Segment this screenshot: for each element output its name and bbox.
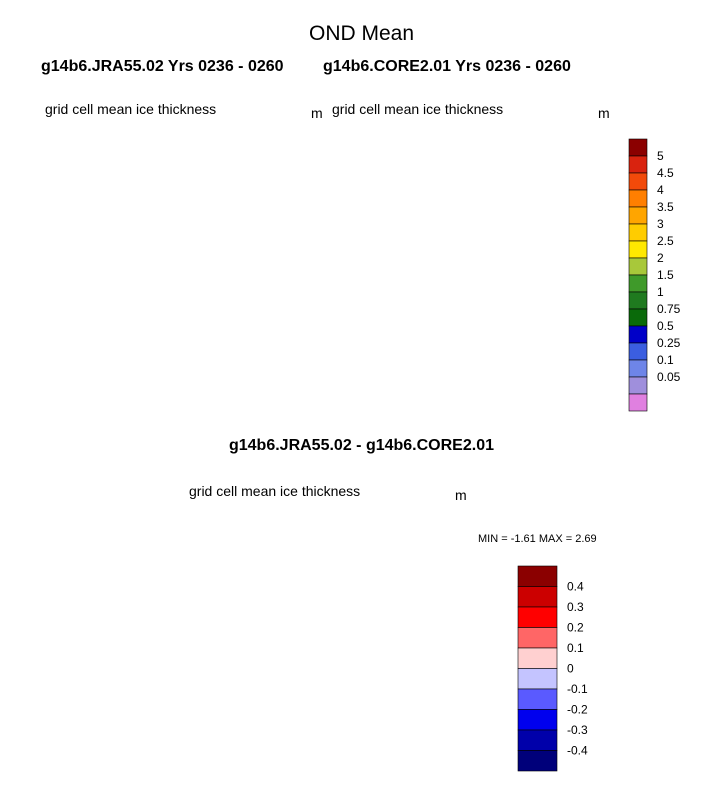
thickness-colorbar-label-2: 4 [657,183,664,197]
thickness-colorbar-label-5: 2.5 [657,234,674,248]
thickness-colorbar-swatch-3 [628,189,648,208]
thickness-colorbar-swatch-14 [628,376,648,395]
map-panel-difference [201,523,461,784]
thickness-colorbar-swatch-0 [628,138,648,157]
map-panel-core2 [336,140,596,401]
thickness-colorbar: 5 4.5 4 3.5 3 2.5 2 1.5 1 0.75 0.5 0.25 0.1 0.05 [628,138,681,412]
thickness-colorbar-swatch-13 [628,359,648,378]
thickness-colorbar-label-12: 0.1 [657,353,674,367]
thickness-colorbar-label-7: 1.5 [657,268,674,282]
thickness-colorbar-swatch-12 [628,342,648,361]
panel-diff-unit: m [455,487,467,503]
difference-colorbar-swatch-2 [517,606,558,628]
thickness-colorbar-swatch-15 [628,393,648,412]
run-b-title: g14b6.CORE2.01 Yrs 0236 - 0260 [323,58,571,75]
thickness-colorbar-label-13: 0.05 [657,370,681,384]
panel-diff-field-label: grid cell mean ice thickness [189,483,361,499]
difference-colorbar-swatch-3 [517,627,558,649]
difference-colorbar-label-7: -0.3 [567,723,588,737]
thickness-colorbar-swatch-10 [628,308,648,327]
thickness-colorbar-label-8: 1 [657,285,664,299]
difference-colorbar-swatch-6 [517,688,558,710]
run-a-title: g14b6.JRA55.02 Yrs 0236 - 0260 [41,58,284,75]
thickness-colorbar-swatch-1 [628,155,648,174]
thickness-colorbar-label-0: 5 [657,149,664,163]
thickness-colorbar-label-6: 2 [657,251,664,265]
figure-title: OND Mean [308,22,415,45]
difference-colorbar-swatch-9 [517,750,558,772]
difference-colorbar-swatch-5 [517,668,558,690]
thickness-colorbar-label-11: 0.25 [657,336,681,350]
diff-min-max: MIN = -1.61 MAX = 2.69 [478,533,597,545]
difference-colorbar-swatch-8 [517,729,558,751]
panel-a-unit: m [311,105,323,121]
difference-colorbar-label-0: 0.4 [567,580,584,594]
thickness-colorbar-label-9: 0.75 [657,302,681,316]
thickness-colorbar-swatch-8 [628,274,648,293]
map-panel-jra55 [48,140,308,401]
thickness-colorbar-label-4: 3 [657,217,664,231]
thickness-colorbar-swatch-11 [628,325,648,344]
thickness-colorbar-label-1: 4.5 [657,166,674,180]
thickness-colorbar-swatch-9 [628,291,648,310]
difference-colorbar-swatch-1 [517,586,558,608]
difference-colorbar-swatch-4 [517,647,558,669]
thickness-colorbar-label-3: 3.5 [657,200,674,214]
thickness-colorbar-swatch-7 [628,257,648,276]
difference-colorbar-label-2: 0.2 [567,621,584,635]
panel-b-unit: m [598,105,610,121]
difference-colorbar-label-6: -0.2 [567,703,588,717]
difference-colorbar-label-3: 0.1 [567,641,584,655]
panel-b-field-label: grid cell mean ice thickness [332,101,504,117]
difference-colorbar-label-1: 0.3 [567,600,584,614]
difference-colorbar-label-8: -0.4 [567,744,588,758]
thickness-colorbar-swatch-5 [628,223,648,242]
difference-colorbar-swatch-7 [517,709,558,731]
thickness-colorbar-swatch-6 [628,240,648,259]
panel-a-field-label: grid cell mean ice thickness [45,101,217,117]
thickness-colorbar-label-10: 0.5 [657,319,674,333]
thickness-colorbar-swatch-4 [628,206,648,225]
difference-colorbar-swatch-0 [517,565,558,587]
difference-title: g14b6.JRA55.02 - g14b6.CORE2.01 [228,437,494,454]
thickness-colorbar-swatch-2 [628,172,648,191]
difference-colorbar-label-4: 0 [567,662,574,676]
difference-colorbar-label-5: -0.1 [567,682,588,696]
difference-colorbar: 0.4 0.3 0.2 0.1 0 -0.1 -0.2 -0.3 -0.4 [517,565,588,772]
